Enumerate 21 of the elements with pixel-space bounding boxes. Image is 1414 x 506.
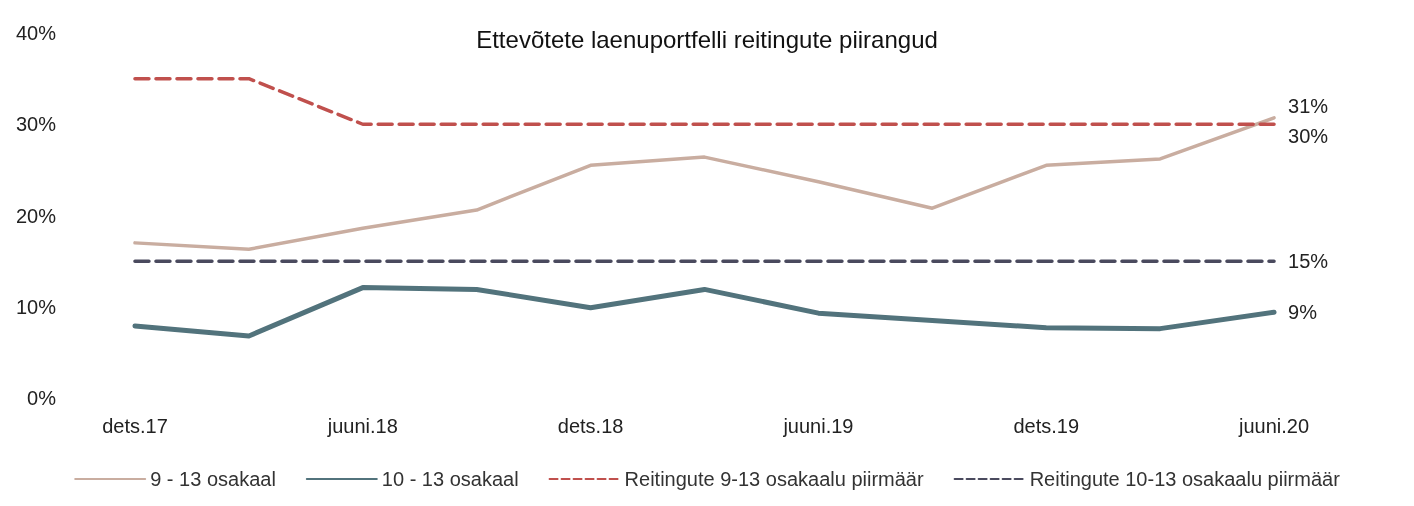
legend-label: 9 - 13 osakaal [150,468,276,490]
x-tick-label: juuni.18 [326,415,398,437]
x-tick-label: juuni.19 [782,415,854,437]
chart-title: Ettevõtete laenuportfelli reitingute piirangud [476,25,938,53]
y-tick-label: 10% [15,295,57,318]
data-label: 30% [1288,125,1329,148]
data-label: 31% [1288,94,1329,117]
y-tick-label: 30% [15,113,57,136]
x-tick-label: juuni.20 [1238,415,1310,437]
x-tick-label: dets.17 [102,415,168,437]
y-tick-label: 0% [27,387,57,409]
data-label: 9% [1288,301,1318,324]
legend-label: Reitingute 10-13 osakaalu piirmäär [1029,468,1341,490]
line-series [133,116,1276,252]
y-tick-label: 40% [15,22,57,44]
y-tick-label: 20% [15,204,57,227]
data-label: 15% [1288,250,1329,273]
x-tick-label: dets.18 [557,415,624,437]
x-tick-label: dets.19 [1013,415,1080,437]
legend-label: Reitingute 9-13 osakaalu piirmäär [624,468,924,490]
legend-label: 10 - 13 osakaal [381,468,519,490]
